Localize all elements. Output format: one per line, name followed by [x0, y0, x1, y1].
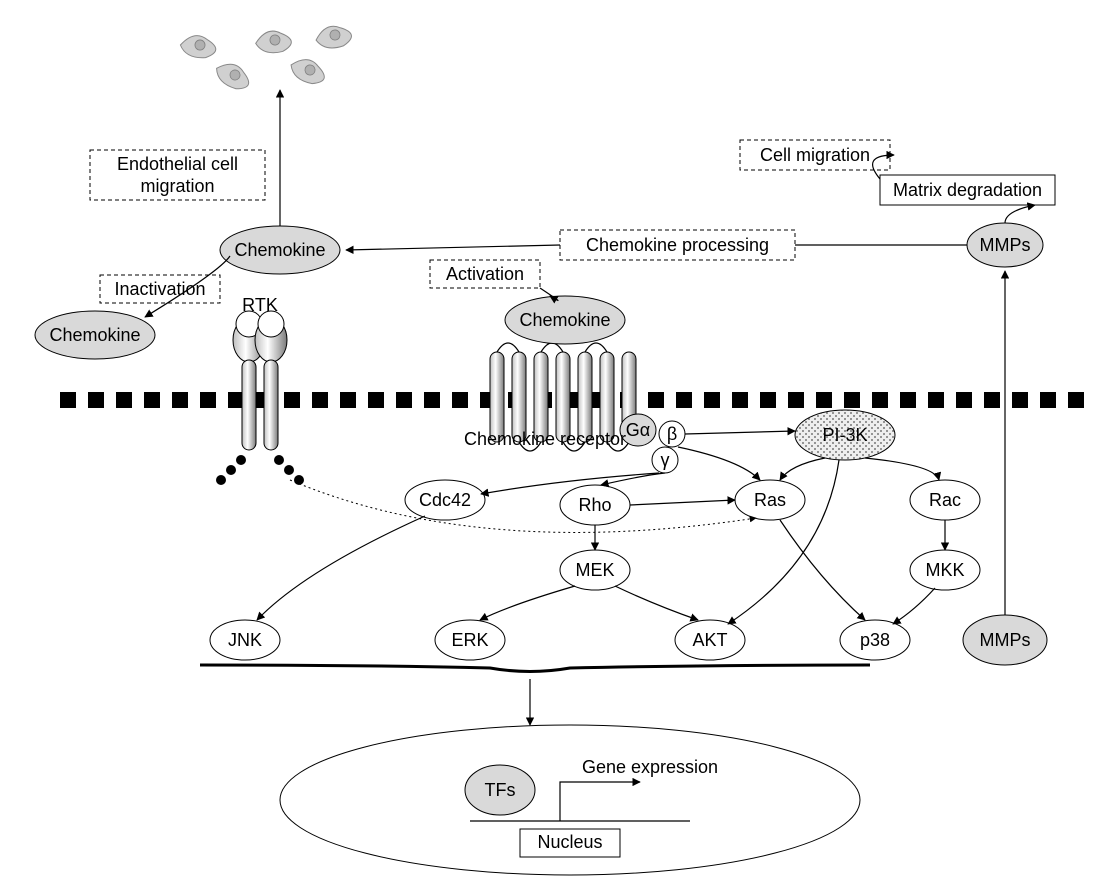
svg-text:Chemokine: Chemokine [234, 240, 325, 260]
svg-text:p38: p38 [860, 630, 890, 650]
svg-text:Gα: Gα [626, 420, 650, 440]
label-boxes: Endothelial cellmigration Inactivation Act… [90, 140, 1055, 303]
svg-text:β: β [667, 424, 677, 444]
cell-membrane [60, 392, 1084, 408]
svg-text:MMPs: MMPs [980, 235, 1031, 255]
svg-text:JNK: JNK [228, 630, 262, 650]
svg-text:PI-3K: PI-3K [822, 425, 867, 445]
svg-text:Rac: Rac [929, 490, 961, 510]
svg-text:Activation: Activation [446, 264, 524, 284]
migrating-cells-icon [180, 22, 353, 93]
svg-text:Chemokine: Chemokine [519, 310, 610, 330]
svg-text:MMPs: MMPs [980, 630, 1031, 650]
nucleus-group: TFs Gene expression Nucleus [280, 725, 860, 875]
svg-text:Endothelial cell: Endothelial cell [117, 154, 238, 174]
svg-text:Ras: Ras [754, 490, 786, 510]
svg-text:Inactivation: Inactivation [114, 279, 205, 299]
svg-text:Gene expression: Gene expression [582, 757, 718, 777]
svg-text:γ: γ [661, 450, 670, 470]
svg-text:Matrix degradation: Matrix degradation [893, 180, 1042, 200]
svg-text:RTK: RTK [242, 295, 278, 315]
svg-text:Chemokine: Chemokine [49, 325, 140, 345]
svg-text:Cell migration: Cell migration [760, 145, 870, 165]
svg-text:Chemokine receptor: Chemokine receptor [464, 429, 626, 449]
svg-text:MKK: MKK [925, 560, 964, 580]
svg-text:Chemokine processing: Chemokine processing [586, 235, 769, 255]
svg-text:Nucleus: Nucleus [537, 832, 602, 852]
svg-text:TFs: TFs [485, 780, 516, 800]
svg-text:AKT: AKT [692, 630, 727, 650]
signaling-diagram: Endothelial cellmigration Inactivation Act… [0, 0, 1102, 894]
svg-text:Rho: Rho [578, 495, 611, 515]
svg-text:ERK: ERK [451, 630, 488, 650]
svg-text:MEK: MEK [575, 560, 614, 580]
svg-text:Cdc42: Cdc42 [419, 490, 471, 510]
svg-text:migration: migration [140, 176, 214, 196]
